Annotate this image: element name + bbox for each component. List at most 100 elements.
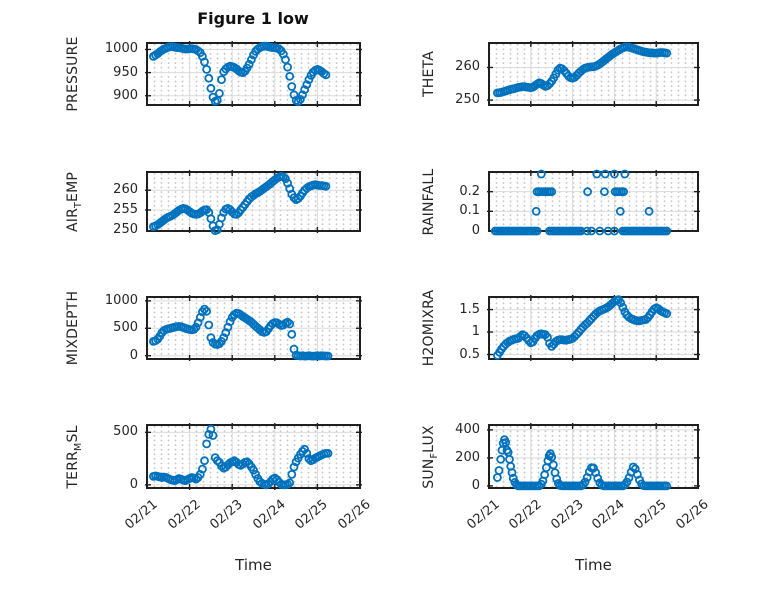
scatter-series-mixdepth (149, 304, 333, 361)
data-point (541, 463, 551, 473)
data-point (592, 169, 602, 179)
data-point (662, 309, 672, 319)
y-tick-label: 260 (455, 59, 480, 75)
data-point (582, 226, 592, 236)
data-point (593, 473, 603, 483)
scatter-series-terr_msl (149, 424, 333, 490)
data-point (662, 481, 672, 491)
data-point (200, 304, 209, 314)
data-point (204, 320, 214, 330)
y-axis-label-terr_msl: TERRMSL (65, 367, 85, 547)
data-point (264, 479, 273, 489)
data-point (547, 342, 557, 351)
ylabel-text: TERR (65, 450, 81, 489)
y-tick-label: 950 (113, 64, 138, 80)
data-point (520, 331, 529, 340)
data-point (583, 187, 592, 197)
data-point (287, 470, 297, 479)
subplot-theta (487, 41, 700, 107)
data-point (610, 226, 619, 236)
ylabel-text: SUN (421, 458, 437, 489)
ylabel-subscript: T (72, 201, 84, 208)
axes-box-air_temp (146, 171, 361, 232)
data-point (300, 85, 310, 95)
tick-marks (487, 423, 700, 490)
y-tick-label: 0.1 (459, 203, 480, 219)
tick-marks (145, 170, 362, 233)
scatter-series-theta (492, 42, 672, 98)
y-tick-label: 0 (471, 477, 480, 493)
scatter-series-pressure (149, 41, 331, 107)
data-point (215, 89, 224, 98)
y-tick-label: 1000 (104, 41, 138, 57)
data-point (298, 90, 307, 100)
data-point (547, 187, 557, 197)
tick-marks (487, 295, 700, 361)
data-point (552, 474, 562, 484)
data-point (191, 322, 201, 332)
data-point (508, 473, 518, 483)
subplot-sun_flux (487, 423, 700, 491)
data-point (289, 462, 299, 472)
data-point (274, 44, 284, 54)
data-point (587, 226, 596, 236)
data-point (283, 62, 293, 72)
y-tick-label: 0.5 (459, 346, 480, 362)
tick-marks (487, 170, 700, 233)
ylabel-text: H2OMIXRA (421, 289, 437, 367)
y-tick-label: 0 (129, 347, 138, 363)
data-point (206, 333, 216, 342)
data-point (600, 187, 609, 197)
y-tick-label: 0.2 (459, 183, 480, 199)
data-point (662, 48, 672, 58)
axes-box-rainfall (488, 171, 699, 232)
major-gridlines (489, 172, 698, 231)
y-tick-label: 1.5 (459, 301, 480, 317)
data-point (219, 333, 229, 342)
data-point (496, 454, 506, 464)
data-point (302, 448, 312, 458)
data-point (323, 448, 333, 458)
data-point (287, 329, 297, 339)
ylabel-text: PRESSURE (65, 36, 81, 112)
data-point (285, 319, 295, 329)
scatter-series-rainfall (490, 169, 672, 236)
data-point (202, 306, 211, 316)
data-point (589, 463, 598, 473)
data-point (532, 226, 542, 236)
y-tick-label: 0 (129, 476, 138, 492)
ylabel-text: MIXDEPTH (65, 290, 81, 366)
major-gridlines (489, 297, 698, 359)
data-point (628, 462, 638, 472)
data-point (492, 473, 502, 482)
y-axis-label-sun_flux: SUNFLUX (421, 367, 441, 547)
data-point (298, 446, 307, 456)
data-point (204, 73, 214, 83)
tick-marks (487, 41, 700, 107)
data-point (281, 174, 290, 184)
data-point (244, 59, 254, 69)
data-point (304, 75, 314, 84)
data-point (202, 64, 211, 74)
ylabel-text: SL (65, 424, 81, 443)
data-point (200, 57, 209, 67)
tick-marks (145, 295, 362, 361)
data-point (198, 464, 207, 474)
scatter-series-h2omixra (492, 295, 672, 360)
data-point (620, 169, 630, 179)
data-point (242, 457, 252, 467)
y-tick-label: 500 (113, 320, 138, 336)
y-tick-label: 900 (113, 87, 138, 103)
scatter-series-sun_flux (492, 435, 672, 491)
data-point (572, 329, 582, 339)
data-point (662, 226, 672, 236)
data-point (189, 325, 199, 334)
data-point (619, 187, 629, 197)
ylabel-subscript: M (72, 442, 84, 451)
data-point (249, 465, 258, 475)
major-gridlines (489, 425, 698, 488)
data-point (595, 226, 605, 236)
data-point (204, 429, 214, 439)
data-point (225, 317, 235, 327)
y-tick-label: 200 (455, 449, 480, 465)
